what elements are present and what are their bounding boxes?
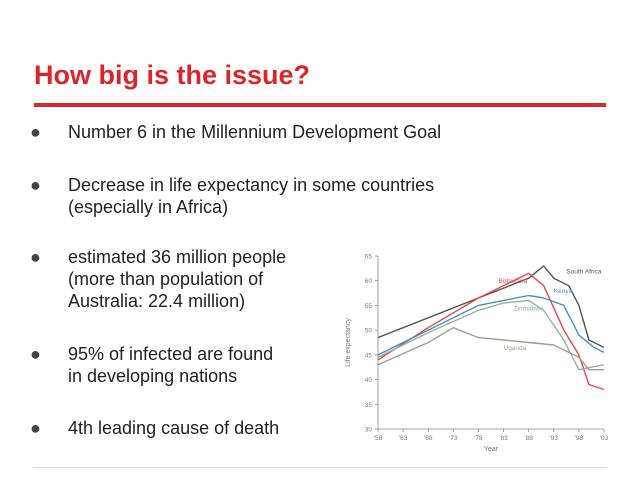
bullet-text: estimated 36 million people (more than p… [68, 247, 287, 311]
x-tick-label: '98 [575, 435, 584, 442]
x-tick-label: '88 [524, 435, 533, 442]
bullet-text: 95% of infected are found in developing … [68, 344, 274, 386]
bullet-dot-icon: ● [30, 175, 41, 195]
x-tick-label: '03 [600, 435, 609, 442]
x-tick-label: '83 [499, 435, 508, 442]
title-divider [34, 103, 606, 107]
series-line-zimbabwe [377, 299, 605, 371]
series-label-kenya: Kenya [554, 288, 573, 295]
series-label-uganda: Uganda [504, 345, 527, 352]
series-line-uganda [377, 326, 604, 371]
y-tick-label: 50 [365, 328, 373, 335]
series-line-kenya [377, 294, 605, 356]
x-tick-label: '68 [424, 435, 433, 442]
chart-axes: 30 35 40 45 50 55 60 65 '58 '63 '68 '73 '78 '83 '88 '93… [365, 254, 609, 443]
y-tick-label: 60 [365, 278, 373, 285]
series-line-botswana [377, 272, 605, 391]
y-tick-label: 65 [365, 254, 373, 261]
bullet-dot-icon: ● [30, 122, 41, 142]
y-tick-label: 40 [365, 377, 373, 384]
y-tick-label: 30 [365, 427, 373, 434]
x-tick-label: '73 [449, 435, 458, 442]
life-expectancy-chart: 30 35 40 45 50 55 60 65 '58 '63 '68 '73 '78 '83 '88 '93… [345, 254, 609, 454]
chart-series [377, 265, 605, 391]
series-label-zimbabwe: Zimbabwe [514, 305, 544, 312]
bullet-dot-icon: ● [30, 247, 41, 267]
series-label-botswana: Botswana [499, 278, 528, 285]
y-tick-label: 35 [365, 402, 373, 409]
x-tick-label: '58 [374, 435, 383, 442]
bullet-text: Decrease in life expectancy in some coun… [68, 175, 435, 217]
bullet-dot-icon: ● [30, 418, 41, 438]
slide-title: How big is the issue? [34, 60, 311, 90]
y-axis-label: Life expectancy [345, 318, 352, 367]
bullet-dot-icon: ● [30, 344, 41, 364]
chart-series-labels: South Africa Botswana Kenya Zimbabwe Uganda [499, 268, 602, 352]
series-label-south-africa: South Africa [566, 268, 601, 275]
x-tick-label: '63 [399, 435, 408, 442]
bullet-text: 4th leading cause of death [68, 418, 280, 438]
y-tick-label: 45 [365, 352, 373, 359]
series-line-south-africa [377, 265, 605, 349]
x-tick-label: '78 [474, 435, 483, 442]
x-axis-label: Year [484, 446, 499, 453]
bullet-text: Number 6 in the Millennium Development G… [68, 122, 442, 142]
x-tick-label: '93 [550, 435, 559, 442]
y-tick-label: 55 [365, 303, 373, 310]
footer-divider [34, 467, 606, 468]
